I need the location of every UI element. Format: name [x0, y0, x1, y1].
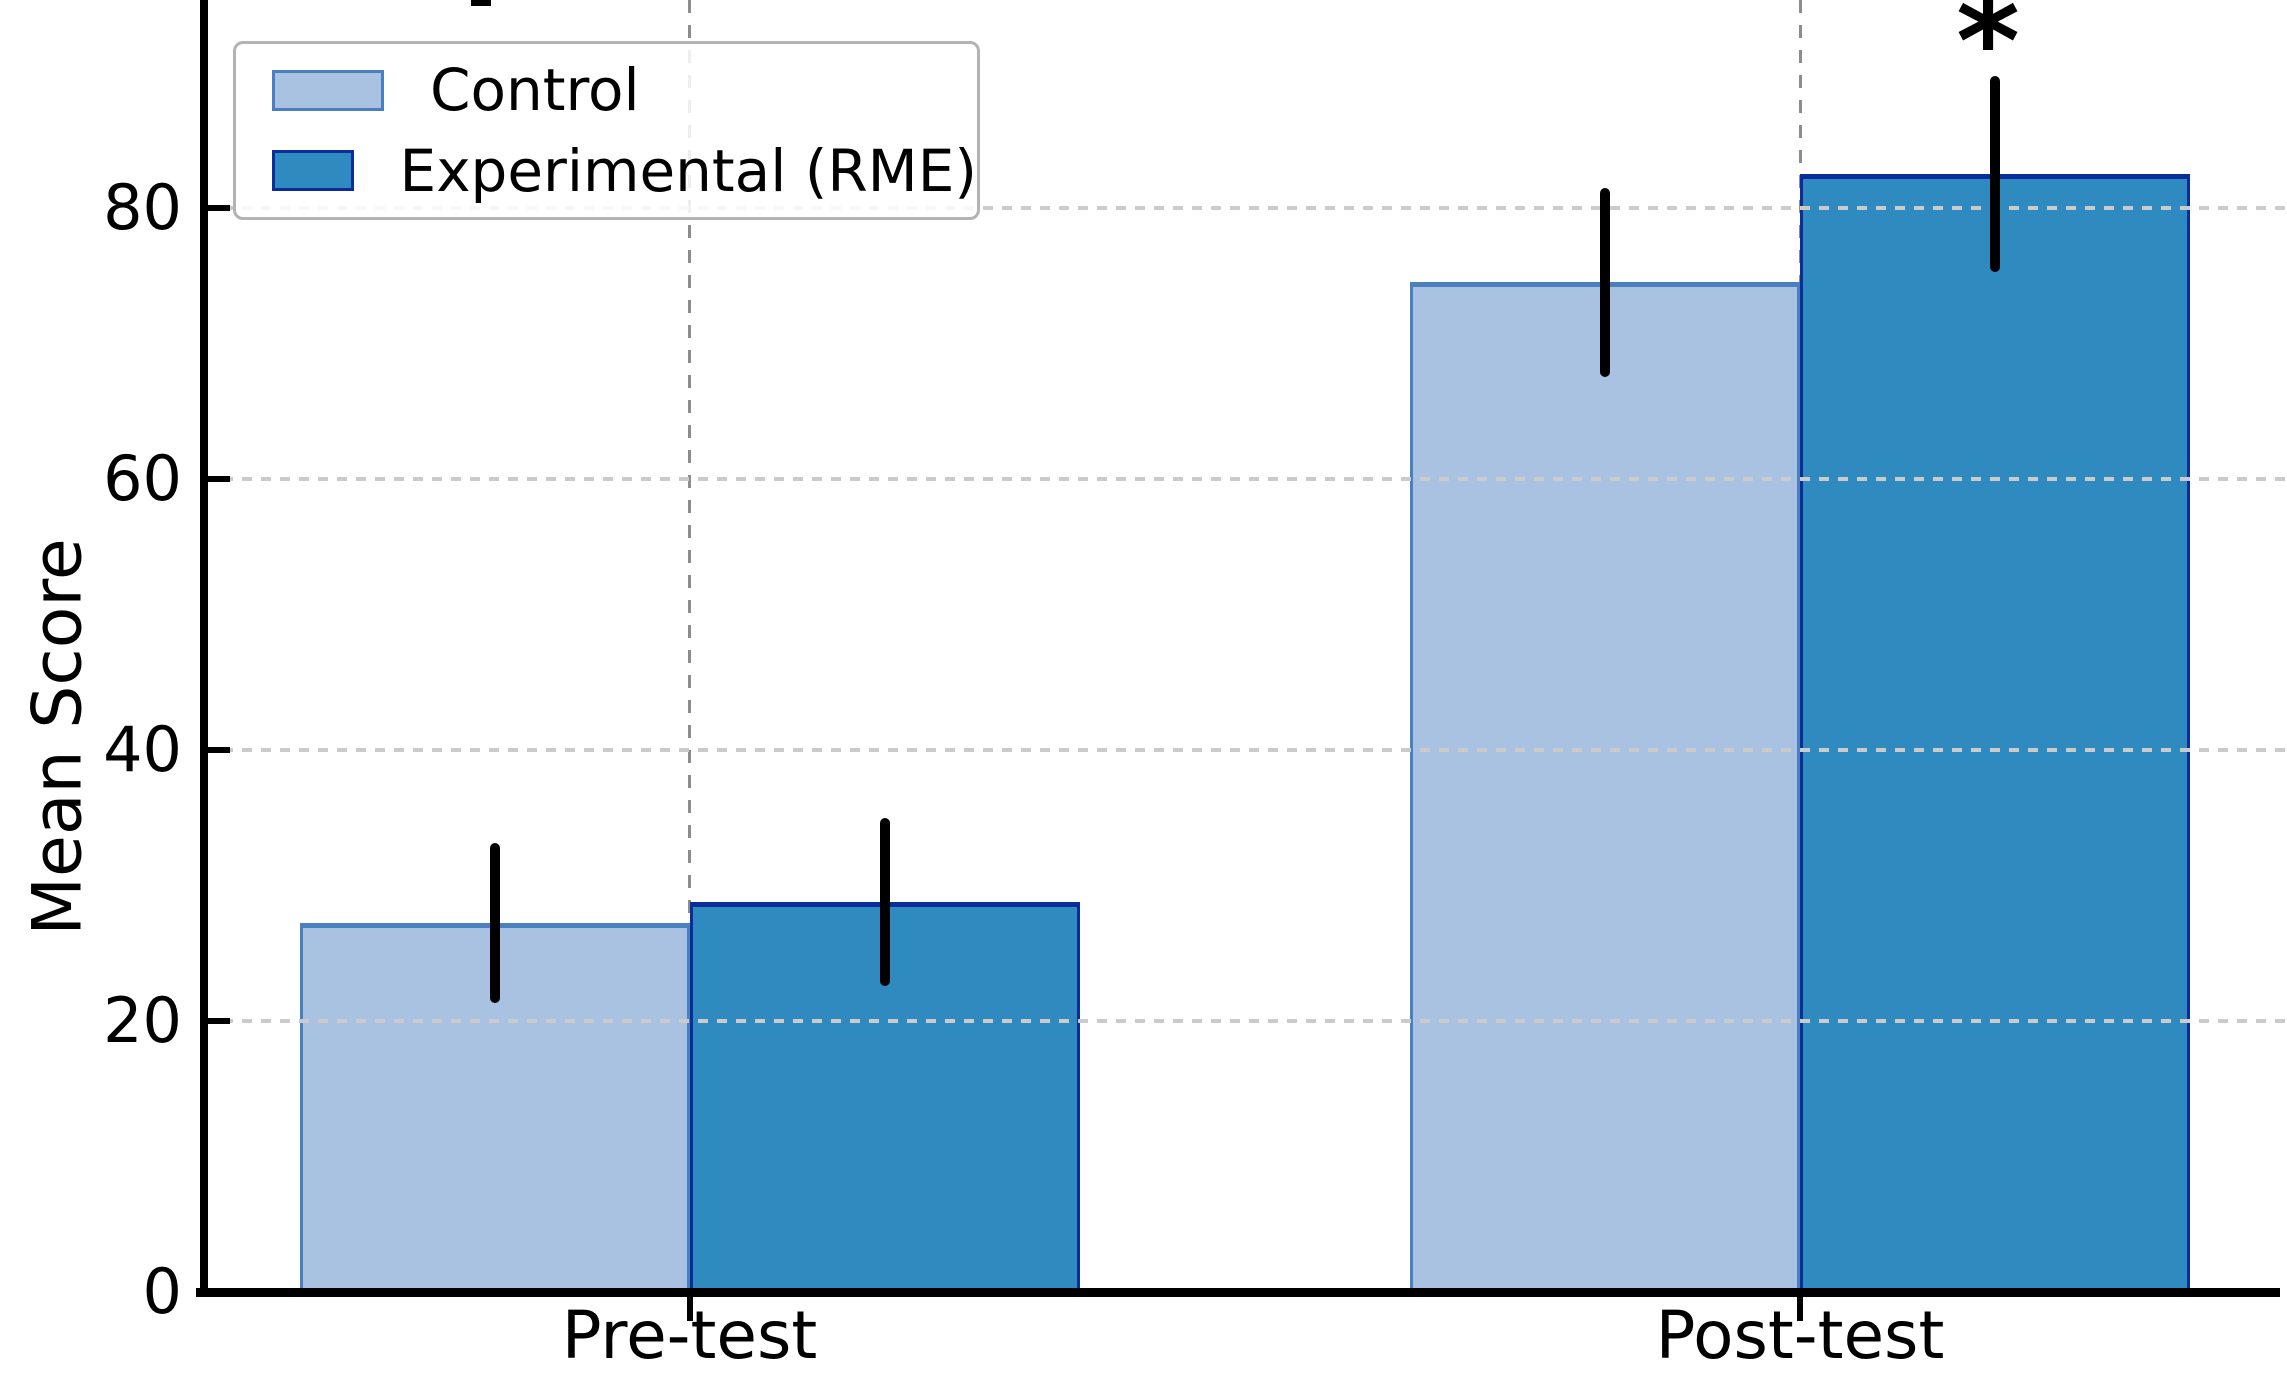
x-tick-label: Post-test: [1655, 1297, 1945, 1374]
horizontal-gridline: [204, 1018, 2287, 1023]
y-tick-label: 0: [142, 1255, 182, 1328]
x-tick-mark: [686, 1297, 693, 1321]
x-tick-label: Pre-test: [561, 1297, 818, 1374]
y-tick-label: 60: [103, 441, 182, 515]
y-tick-mark: [208, 475, 230, 482]
significance-asterisk: *: [1956, 0, 2020, 113]
y-tick-label: 40: [103, 712, 182, 786]
horizontal-gridline: [204, 205, 2287, 210]
y-axis-spine: [200, 0, 208, 1296]
error-bar: [1990, 76, 2000, 272]
error-bar: [1600, 187, 1610, 378]
bar-control-post-test: [1410, 282, 1800, 1292]
vertical-gridline: [688, 0, 691, 1292]
experimental-swatch-icon: [272, 150, 354, 192]
legend-label-experimental: Experimental (RME): [399, 136, 977, 205]
control-swatch-icon: [272, 69, 384, 111]
legend-entry-control: Control: [272, 56, 977, 124]
y-tick-label: 80: [103, 170, 182, 244]
y-axis-title: Mean Score: [18, 538, 98, 936]
legend-label-control: Control: [430, 56, 640, 125]
y-tick-label: 20: [103, 983, 182, 1057]
x-axis-spine: [196, 1288, 2280, 1297]
horizontal-gridline: [204, 476, 2287, 481]
x-tick-mark: [1797, 1297, 1803, 1321]
y-tick-mark: [208, 1017, 230, 1024]
y-tick-mark: [208, 204, 230, 211]
error-bar: [489, 843, 500, 1004]
legend: Control Experimental (RME): [233, 41, 980, 220]
legend-entry-experimental: Experimental (RME): [272, 137, 977, 205]
error-bar: [879, 817, 890, 986]
bar-experimental-post-test: [1800, 173, 2190, 1292]
y-tick-mark: [208, 746, 230, 753]
horizontal-gridline: [204, 747, 2287, 752]
cropped-edge-artifact: [471, 0, 491, 6]
